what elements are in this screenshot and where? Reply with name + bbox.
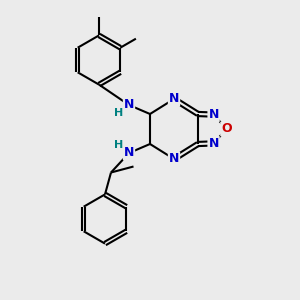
Text: N: N xyxy=(208,137,219,150)
Text: H: H xyxy=(114,107,123,118)
Text: N: N xyxy=(208,108,219,121)
Text: O: O xyxy=(221,122,232,136)
Text: N: N xyxy=(169,152,179,166)
Text: H: H xyxy=(114,140,123,151)
Text: N: N xyxy=(124,98,134,112)
Text: N: N xyxy=(169,92,179,106)
Text: N: N xyxy=(124,146,134,160)
